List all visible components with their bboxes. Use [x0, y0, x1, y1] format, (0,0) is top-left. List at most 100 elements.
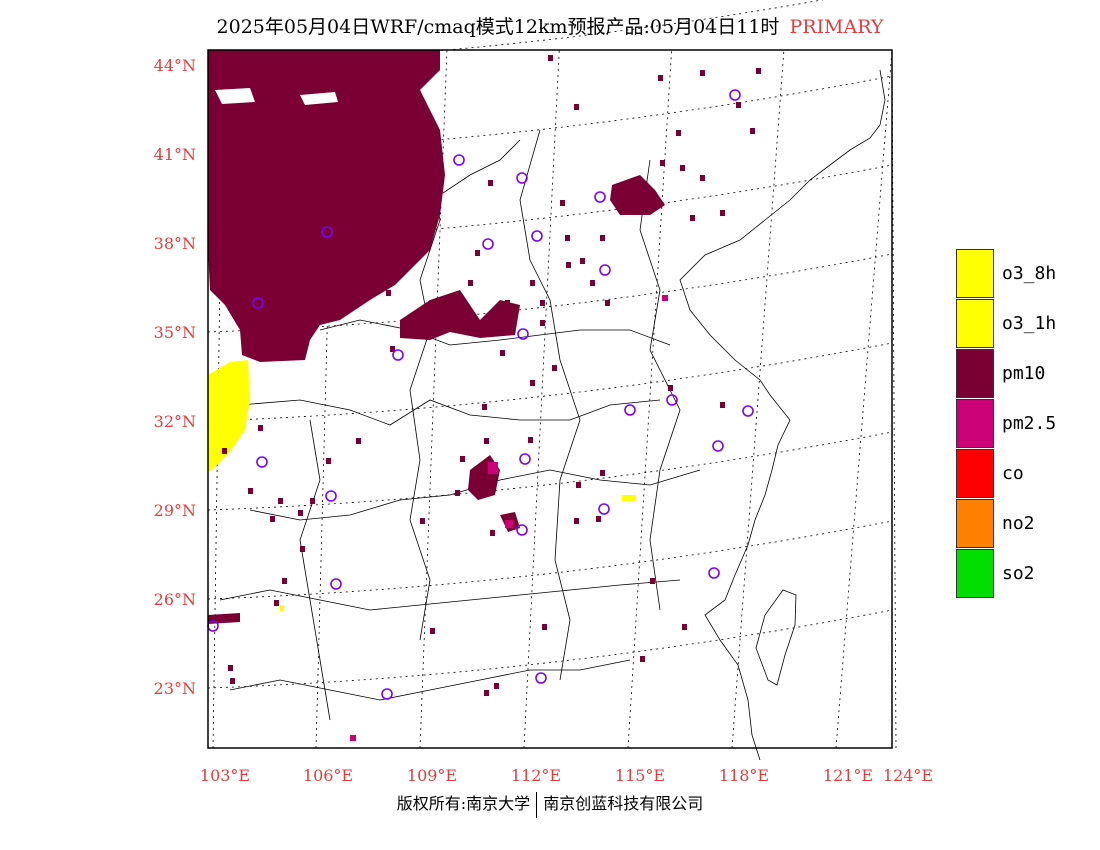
legend-label: so2 — [1002, 562, 1035, 584]
station-marker — [516, 172, 528, 184]
province-border-8 — [519, 129, 581, 681]
legend-label: o3_1h — [1002, 312, 1057, 334]
station-marker — [599, 264, 611, 276]
pm10-pixel — [600, 470, 605, 476]
legend: o3_8h o3_1h pm10 pm2.5 co no2 so2 — [956, 248, 1096, 598]
province-border-2 — [319, 319, 671, 346]
pm10-pixel — [282, 578, 287, 584]
station-marker — [519, 453, 531, 465]
province-border-5 — [219, 579, 681, 611]
legend-swatch — [956, 448, 994, 498]
pm10-region-hebei — [610, 175, 665, 215]
pm10-pixel — [700, 70, 705, 76]
province-border-10 — [299, 419, 331, 721]
o3-region-west — [208, 360, 250, 472]
latitude-label: 41°N — [154, 145, 196, 164]
pm25-spot — [505, 520, 513, 528]
longitude-gridline — [835, 49, 893, 749]
pm10-pixel — [274, 600, 279, 606]
legend-label: pm2.5 — [1002, 412, 1057, 434]
legend-item-no2: no2 — [956, 498, 1096, 548]
pm10-pixel — [356, 438, 361, 444]
pm10-region-southwest — [208, 613, 240, 624]
pm10-pixel — [600, 235, 605, 241]
pm10-pixel — [528, 437, 533, 443]
longitude-label: 112°E — [511, 766, 561, 785]
east-coastline — [679, 69, 886, 761]
pm10-pixel — [482, 404, 487, 410]
legend-swatch — [956, 298, 994, 348]
pm25-spot — [662, 295, 668, 301]
pm10-pixel — [565, 235, 570, 241]
copyright-right: 南京创蓝科技有限公司 — [543, 794, 704, 813]
pm10-pixel — [574, 518, 579, 524]
pm10-pixel — [278, 498, 283, 504]
legend-swatch — [956, 348, 994, 398]
pm10-pixel — [455, 490, 460, 496]
pm10-pixel — [390, 346, 395, 352]
station-marker — [594, 191, 606, 203]
pm10-pixel — [484, 438, 489, 444]
longitude-gridline — [315, 49, 336, 749]
pm10-regions — [208, 50, 665, 624]
pm10-pixel — [668, 385, 673, 391]
pm10-pixel — [590, 280, 595, 286]
legend-label: no2 — [1002, 512, 1035, 534]
legend-item-so2: so2 — [956, 548, 1096, 598]
pm10-pixel — [270, 516, 275, 522]
pm10-pixel — [676, 130, 681, 136]
province-border-9 — [639, 159, 681, 611]
latitude-label: 26°N — [154, 590, 196, 609]
latitude-label: 38°N — [154, 234, 196, 253]
legend-label: o3_8h — [1002, 262, 1057, 284]
copyright-left: 版权所有:南京大学 — [396, 794, 531, 813]
legend-label: co — [1002, 462, 1024, 484]
latitude-label: 35°N — [154, 323, 196, 342]
pm10-pixel — [566, 262, 571, 268]
pm10-pixel — [505, 300, 510, 306]
pm10-region-hubei — [468, 455, 500, 500]
clear-patch-2 — [300, 92, 338, 105]
copyright-footer: 版权所有:南京大学 南京创蓝科技有限公司 — [0, 790, 1100, 818]
station-marker — [729, 89, 741, 101]
latitude-gridline — [207, 342, 893, 422]
pm10-pixel — [750, 128, 755, 134]
legend-item-o3-1h: o3_1h — [956, 298, 1096, 348]
legend-item-o3-8h: o3_8h — [956, 248, 1096, 298]
longitude-label: 103°E — [200, 766, 250, 785]
pm10-pixel — [690, 215, 695, 221]
clear-patches — [215, 88, 338, 105]
pm10-pixel — [494, 683, 499, 689]
latitude-labels: 44°N 41°N 38°N 35°N 32°N 29°N 26°N 23°N — [154, 56, 196, 698]
pm10-pixel — [650, 578, 655, 584]
station-marker — [381, 688, 393, 700]
latitude-gridline — [207, 431, 893, 511]
pm10-pixel — [658, 75, 663, 81]
pm10-pixel — [540, 320, 545, 326]
station-marker — [321, 226, 333, 238]
station-marker — [624, 404, 636, 416]
longitude-gridline — [731, 49, 785, 749]
pm10-pixel — [542, 624, 547, 630]
taiwan-outline — [755, 589, 797, 686]
station-marker — [256, 456, 268, 468]
pm10-pixel — [552, 365, 557, 371]
pm10-pixel — [230, 678, 235, 684]
pm10-pixel — [682, 624, 687, 630]
pm10-pixel — [720, 402, 725, 408]
station-marker — [742, 405, 754, 417]
map-title-text: 2025年05月04日WRF/cmaq模式12km预报产品:05月04日11时 — [216, 16, 780, 38]
footer-separator — [536, 791, 538, 818]
latitude-gridline — [207, 609, 893, 689]
latitude-label: 44°N — [154, 56, 196, 75]
pm10-pixel — [468, 280, 473, 286]
pm10-pixel — [228, 665, 233, 671]
pm10-pixel — [430, 628, 435, 634]
pm10-pixel — [298, 510, 303, 516]
pm10-pixel — [700, 175, 705, 181]
longitude-label: 124°E — [883, 766, 933, 785]
pm10-pixel — [386, 290, 391, 296]
latitude-label: 32°N — [154, 412, 196, 431]
longitude-label: 115°E — [615, 766, 665, 785]
